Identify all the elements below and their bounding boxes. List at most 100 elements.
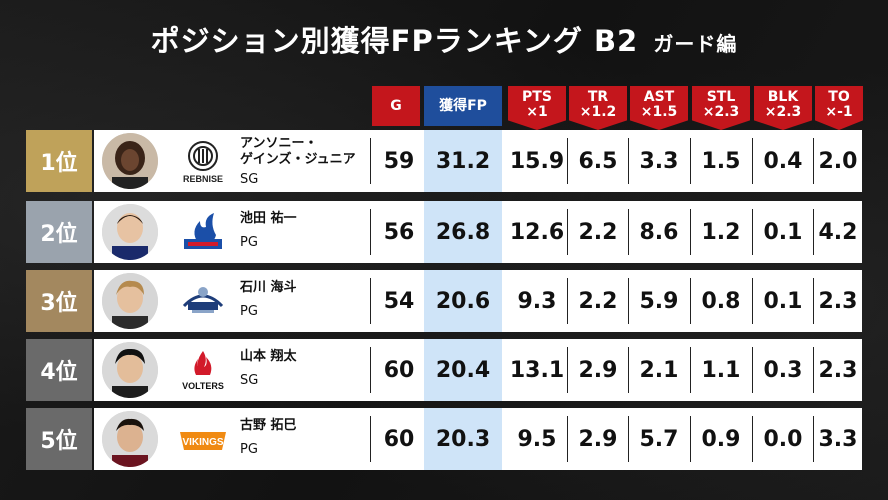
team-logo-text: VIKINGS (182, 437, 223, 448)
divider (690, 416, 691, 462)
cell-tr: 2.9 (578, 357, 618, 383)
divider (813, 278, 814, 324)
player-name: アンソニー・ ゲインズ・ジュニア (240, 136, 356, 167)
player-position: SG (240, 172, 259, 187)
cell-fp: 20.4 (424, 339, 502, 401)
header-blk-label: BLK (767, 89, 799, 105)
rank-badge: 2位 (26, 201, 92, 263)
divider (813, 138, 814, 184)
cell-blk: 0.0 (763, 426, 803, 452)
divider (752, 209, 753, 255)
cell-tr: 2.9 (578, 426, 618, 452)
cell-fp: 20.3 (424, 408, 502, 470)
divider (628, 416, 629, 462)
rank-badge: 3位 (26, 270, 92, 332)
divider (370, 416, 371, 462)
player-name: 石川 海斗 (240, 280, 297, 295)
divider (690, 278, 691, 324)
title-sub: ガード編 (653, 32, 738, 56)
header-fp: 獲得FP (424, 86, 502, 126)
header-blk-mult: ×2.3 (764, 104, 802, 120)
cell-to: 2.0 (818, 148, 858, 174)
divider (628, 278, 629, 324)
cell-g: 59 (383, 148, 415, 174)
cell-blk: 0.1 (763, 219, 803, 245)
header-tr-mult: ×1.2 (579, 104, 617, 120)
cell-tr: 2.2 (578, 219, 618, 245)
divider (370, 209, 371, 255)
title-main: ポジション別獲得FPランキング B2 (150, 24, 639, 58)
cell-stl: 1.5 (701, 148, 741, 174)
player-position: PG (240, 235, 258, 250)
cell-ast: 5.7 (639, 426, 679, 452)
divider (813, 347, 814, 393)
cell-blk: 0.3 (763, 357, 803, 383)
header-tr: TR ×1.2 (569, 86, 627, 130)
divider (752, 138, 753, 184)
cell-tr: 2.2 (578, 288, 618, 314)
table-row: 3位 石川 海斗 PG 54 20.6 9.3 2.2 5.9 0.8 0.1 … (26, 270, 862, 332)
team-logo-text: REBNISE (183, 174, 223, 184)
header-pts-mult: ×1 (526, 104, 548, 120)
header-g: G (372, 86, 420, 126)
cell-ast: 2.1 (639, 357, 679, 383)
cell-ast: 3.3 (639, 148, 679, 174)
cell-blk: 0.4 (763, 148, 803, 174)
header-to-mult: ×-1 (825, 104, 853, 120)
rank-badge: 1位 (26, 130, 92, 192)
divider (567, 138, 568, 184)
cell-stl: 0.8 (701, 288, 741, 314)
cell-fp: 31.2 (424, 130, 502, 192)
cell-fp: 26.8 (424, 201, 502, 263)
divider (567, 347, 568, 393)
cell-to: 2.3 (818, 288, 858, 314)
table-row: 2位 池田 祐一 PG 56 26.8 12.6 2.2 8.6 1.2 0.1… (26, 201, 862, 263)
divider (567, 209, 568, 255)
header-blk: BLK ×2.3 (754, 86, 812, 130)
table-row: 1位 REBNISE アンソニー・ ゲインズ・ジュニア SG 59 31.2 1… (26, 130, 862, 192)
cell-ast: 5.9 (639, 288, 679, 314)
team-logo: VIKINGS (170, 414, 236, 464)
player-name: 山本 翔太 (240, 349, 297, 364)
divider (690, 138, 691, 184)
header-ast: AST ×1.5 (630, 86, 688, 130)
cell-pts: 12.6 (509, 219, 565, 245)
divider (752, 416, 753, 462)
player-photo (102, 273, 158, 329)
player-photo (102, 133, 158, 189)
divider (690, 209, 691, 255)
header-ast-mult: ×1.5 (640, 104, 678, 120)
cell-stl: 1.2 (701, 219, 741, 245)
cell-to: 2.3 (818, 357, 858, 383)
cell-g: 60 (383, 426, 415, 452)
rank-badge: 4位 (26, 339, 92, 401)
team-logo: VOLTERS (170, 345, 236, 395)
cell-blk: 0.1 (763, 288, 803, 314)
cell-g: 54 (383, 288, 415, 314)
cell-pts: 9.3 (517, 288, 557, 314)
cell-to: 4.2 (818, 219, 858, 245)
cell-g: 60 (383, 357, 415, 383)
header-stl-label: STL (706, 89, 736, 105)
player-position: SG (240, 373, 259, 388)
player-name: 古野 拓巳 (240, 418, 297, 433)
header-tr-label: TR (587, 89, 609, 105)
header-g-label: G (390, 97, 402, 114)
divider (370, 138, 371, 184)
divider (813, 209, 814, 255)
rank-badge: 5位 (26, 408, 92, 470)
cell-fp: 20.6 (424, 270, 502, 332)
table-row: 4位 VOLTERS 山本 翔太 SG 60 20.4 13.1 2.9 2.1… (26, 339, 862, 401)
divider (813, 416, 814, 462)
header-pts-label: PTS (522, 89, 552, 105)
cell-pts: 15.9 (509, 148, 565, 174)
header-to-label: TO (828, 89, 850, 105)
cell-stl: 0.9 (701, 426, 741, 452)
team-logo-text: VOLTERS (182, 381, 224, 391)
header-stl: STL ×2.3 (692, 86, 750, 130)
player-position: PG (240, 304, 258, 319)
page-title: ポジション別獲得FPランキング B2 ガード編 (0, 18, 888, 60)
cell-pts: 13.1 (509, 357, 565, 383)
header-ast-label: AST (643, 89, 675, 105)
header-stl-mult: ×2.3 (702, 104, 740, 120)
